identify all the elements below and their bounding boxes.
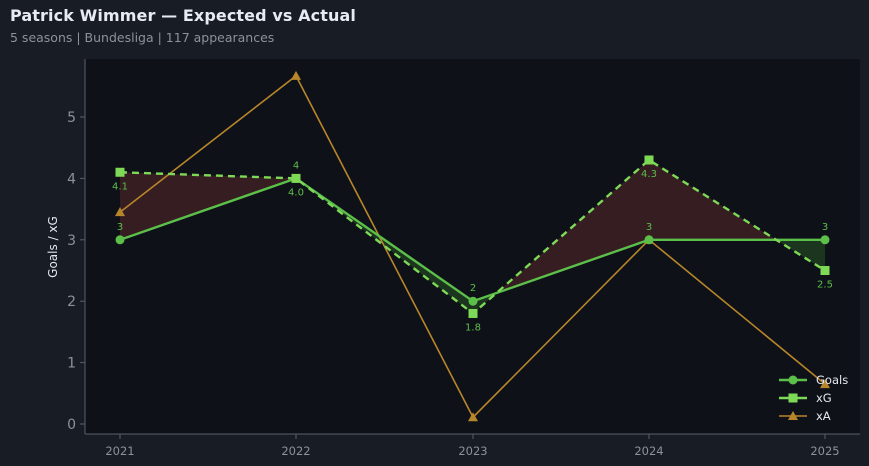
legend-item-xg: xG	[779, 391, 832, 405]
xg-marker-square-icon	[115, 167, 125, 177]
legend-label: Goals	[816, 373, 848, 387]
y-tick-label: 4	[67, 171, 76, 187]
x-axis-ticks: 2021 2022 2023 2024 2025	[105, 434, 840, 458]
xa-marker-triangle-icon	[115, 207, 125, 217]
xa-marker-triangle-icon	[820, 379, 830, 389]
legend-label: xA	[816, 409, 831, 423]
gap-fill-segment	[120, 172, 296, 240]
goals-marker-circle-icon	[820, 235, 830, 245]
xg-marker-square-icon	[820, 266, 830, 275]
series-lines	[115, 70, 830, 422]
y-axis-label: Goals / xG	[46, 216, 60, 278]
x-tick-label: 2025	[810, 444, 839, 458]
xg-value-label: 4.3	[641, 169, 657, 180]
goals-value-label: 3	[117, 222, 123, 233]
xg-value-label: 1.8	[465, 322, 481, 333]
xa-marker-triangle-icon	[468, 412, 478, 422]
y-tick-label: 5	[67, 110, 76, 126]
xg-value-label: 4.1	[112, 181, 128, 192]
goals-value-label: 3	[822, 222, 828, 233]
chart-title: Patrick Wimmer — Expected vs Actual	[10, 6, 356, 25]
x-tick-label: 2024	[634, 444, 663, 458]
gap-fill-segment	[776, 239, 825, 271]
legend-label: xG	[816, 391, 832, 405]
xg-value-label: 2.5	[817, 280, 833, 291]
xg-marker-square-icon	[468, 308, 478, 318]
legend-item-xa: xA	[779, 409, 831, 423]
chart-subtitle: 5 seasons | Bundesliga | 117 appearances	[10, 30, 275, 45]
x-tick-label: 2022	[281, 444, 310, 458]
legend-item-goals: Goals	[779, 373, 848, 387]
legend-circle-icon	[788, 375, 798, 385]
plot-area	[85, 59, 860, 434]
legend-square-icon	[788, 393, 798, 403]
goals-value-label: 4	[293, 160, 299, 171]
y-tick-label: 1	[67, 356, 76, 372]
data-labels: 3 4 2 3 3 4.1 4.0 1.8 4.3 2.5	[112, 160, 833, 333]
legend: Goals xG xA	[779, 373, 848, 423]
xa-marker-triangle-icon	[291, 70, 301, 80]
y-axis-ticks: 0 1 2 3 4 5	[67, 110, 85, 433]
goals-marker-circle-icon	[644, 235, 654, 245]
y-tick-label: 3	[67, 233, 76, 249]
y-tick-label: 0	[67, 417, 76, 433]
goals-value-label: 3	[646, 222, 652, 233]
goals-marker-circle-icon	[468, 296, 478, 306]
x-tick-label: 2023	[458, 444, 487, 458]
x-tick-label: 2021	[105, 444, 134, 458]
goals-marker-circle-icon	[115, 235, 125, 245]
goals-value-label: 2	[470, 283, 476, 294]
xg-marker-square-icon	[291, 173, 301, 183]
xg-value-label: 4.0	[288, 187, 304, 198]
xg-marker-square-icon	[644, 155, 654, 165]
legend-triangle-icon	[788, 411, 798, 420]
y-tick-label: 2	[67, 294, 76, 310]
